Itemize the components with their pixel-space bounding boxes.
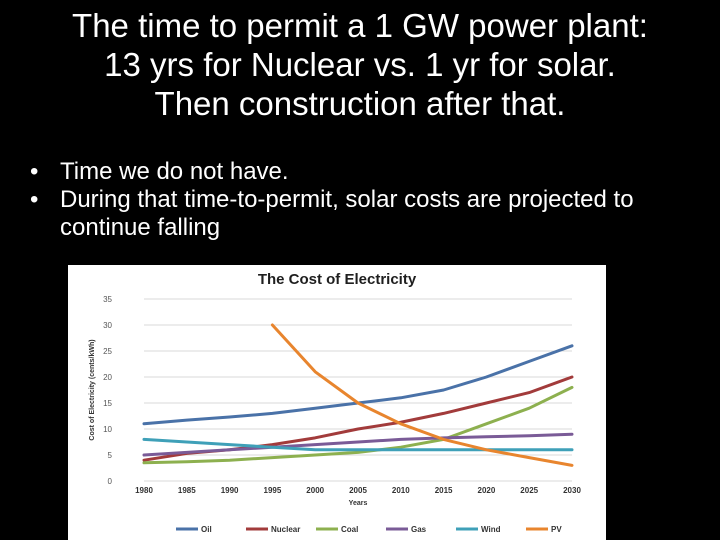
x-tick-label: 1980: [135, 486, 153, 495]
legend-label: Nuclear: [271, 525, 300, 534]
x-tick-label: 2005: [349, 486, 367, 495]
chart-panel: The Cost of Electricity 0 5 10 15 20 25 30 35 19…: [68, 265, 606, 540]
title-line-3: Then construction after that.: [154, 85, 566, 122]
series-line-gas: [142, 432, 574, 457]
bullet-item: During that time-to-permit, solar costs …: [30, 186, 690, 242]
y-tick-label: 10: [103, 425, 112, 434]
slide-title: The time to permit a 1 GW power plant: 1…: [20, 6, 700, 123]
x-tick-label: 2020: [478, 486, 496, 495]
y-tick-label: 0: [108, 477, 113, 486]
series-line-wind: [142, 437, 574, 452]
y-tick-label: 35: [103, 295, 112, 304]
x-tick-label: 2010: [392, 486, 410, 495]
x-tick-label: 1990: [221, 486, 239, 495]
x-tick-label: 2000: [306, 486, 324, 495]
y-tick-label: 20: [103, 373, 112, 382]
x-tick-label: 2015: [435, 486, 453, 495]
title-line-1: The time to permit a 1 GW power plant:: [72, 7, 648, 44]
bullet-item: Time we do not have.: [30, 158, 690, 186]
legend-label: Oil: [201, 525, 212, 534]
x-axis-label: Years: [349, 500, 368, 507]
x-tick-label: 2025: [520, 486, 538, 495]
x-tick-label: 2030: [563, 486, 581, 495]
y-tick-label: 25: [103, 347, 112, 356]
x-tick-label: 1995: [264, 486, 282, 495]
y-tick-label: 30: [103, 321, 112, 330]
y-tick-label: 5: [108, 451, 113, 460]
legend-label: Gas: [411, 525, 427, 534]
legend-label: Wind: [481, 525, 501, 534]
title-line-2: 13 yrs for Nuclear vs. 1 yr for solar.: [104, 46, 616, 83]
series-line-oil: [142, 344, 574, 426]
y-tick-label: 15: [103, 399, 112, 408]
legend-label: Coal: [341, 525, 358, 534]
x-tick-label: 1985: [178, 486, 196, 495]
bullet-list: Time we do not have. During that time-to…: [30, 158, 690, 242]
legend-label: PV: [551, 525, 562, 534]
series-line-pv: [270, 323, 574, 467]
y-axis-label: Cost of Electricity (cents/kWh): [89, 339, 96, 440]
series-line-coal: [142, 385, 574, 465]
chart-title: The Cost of Electricity: [257, 271, 417, 288]
